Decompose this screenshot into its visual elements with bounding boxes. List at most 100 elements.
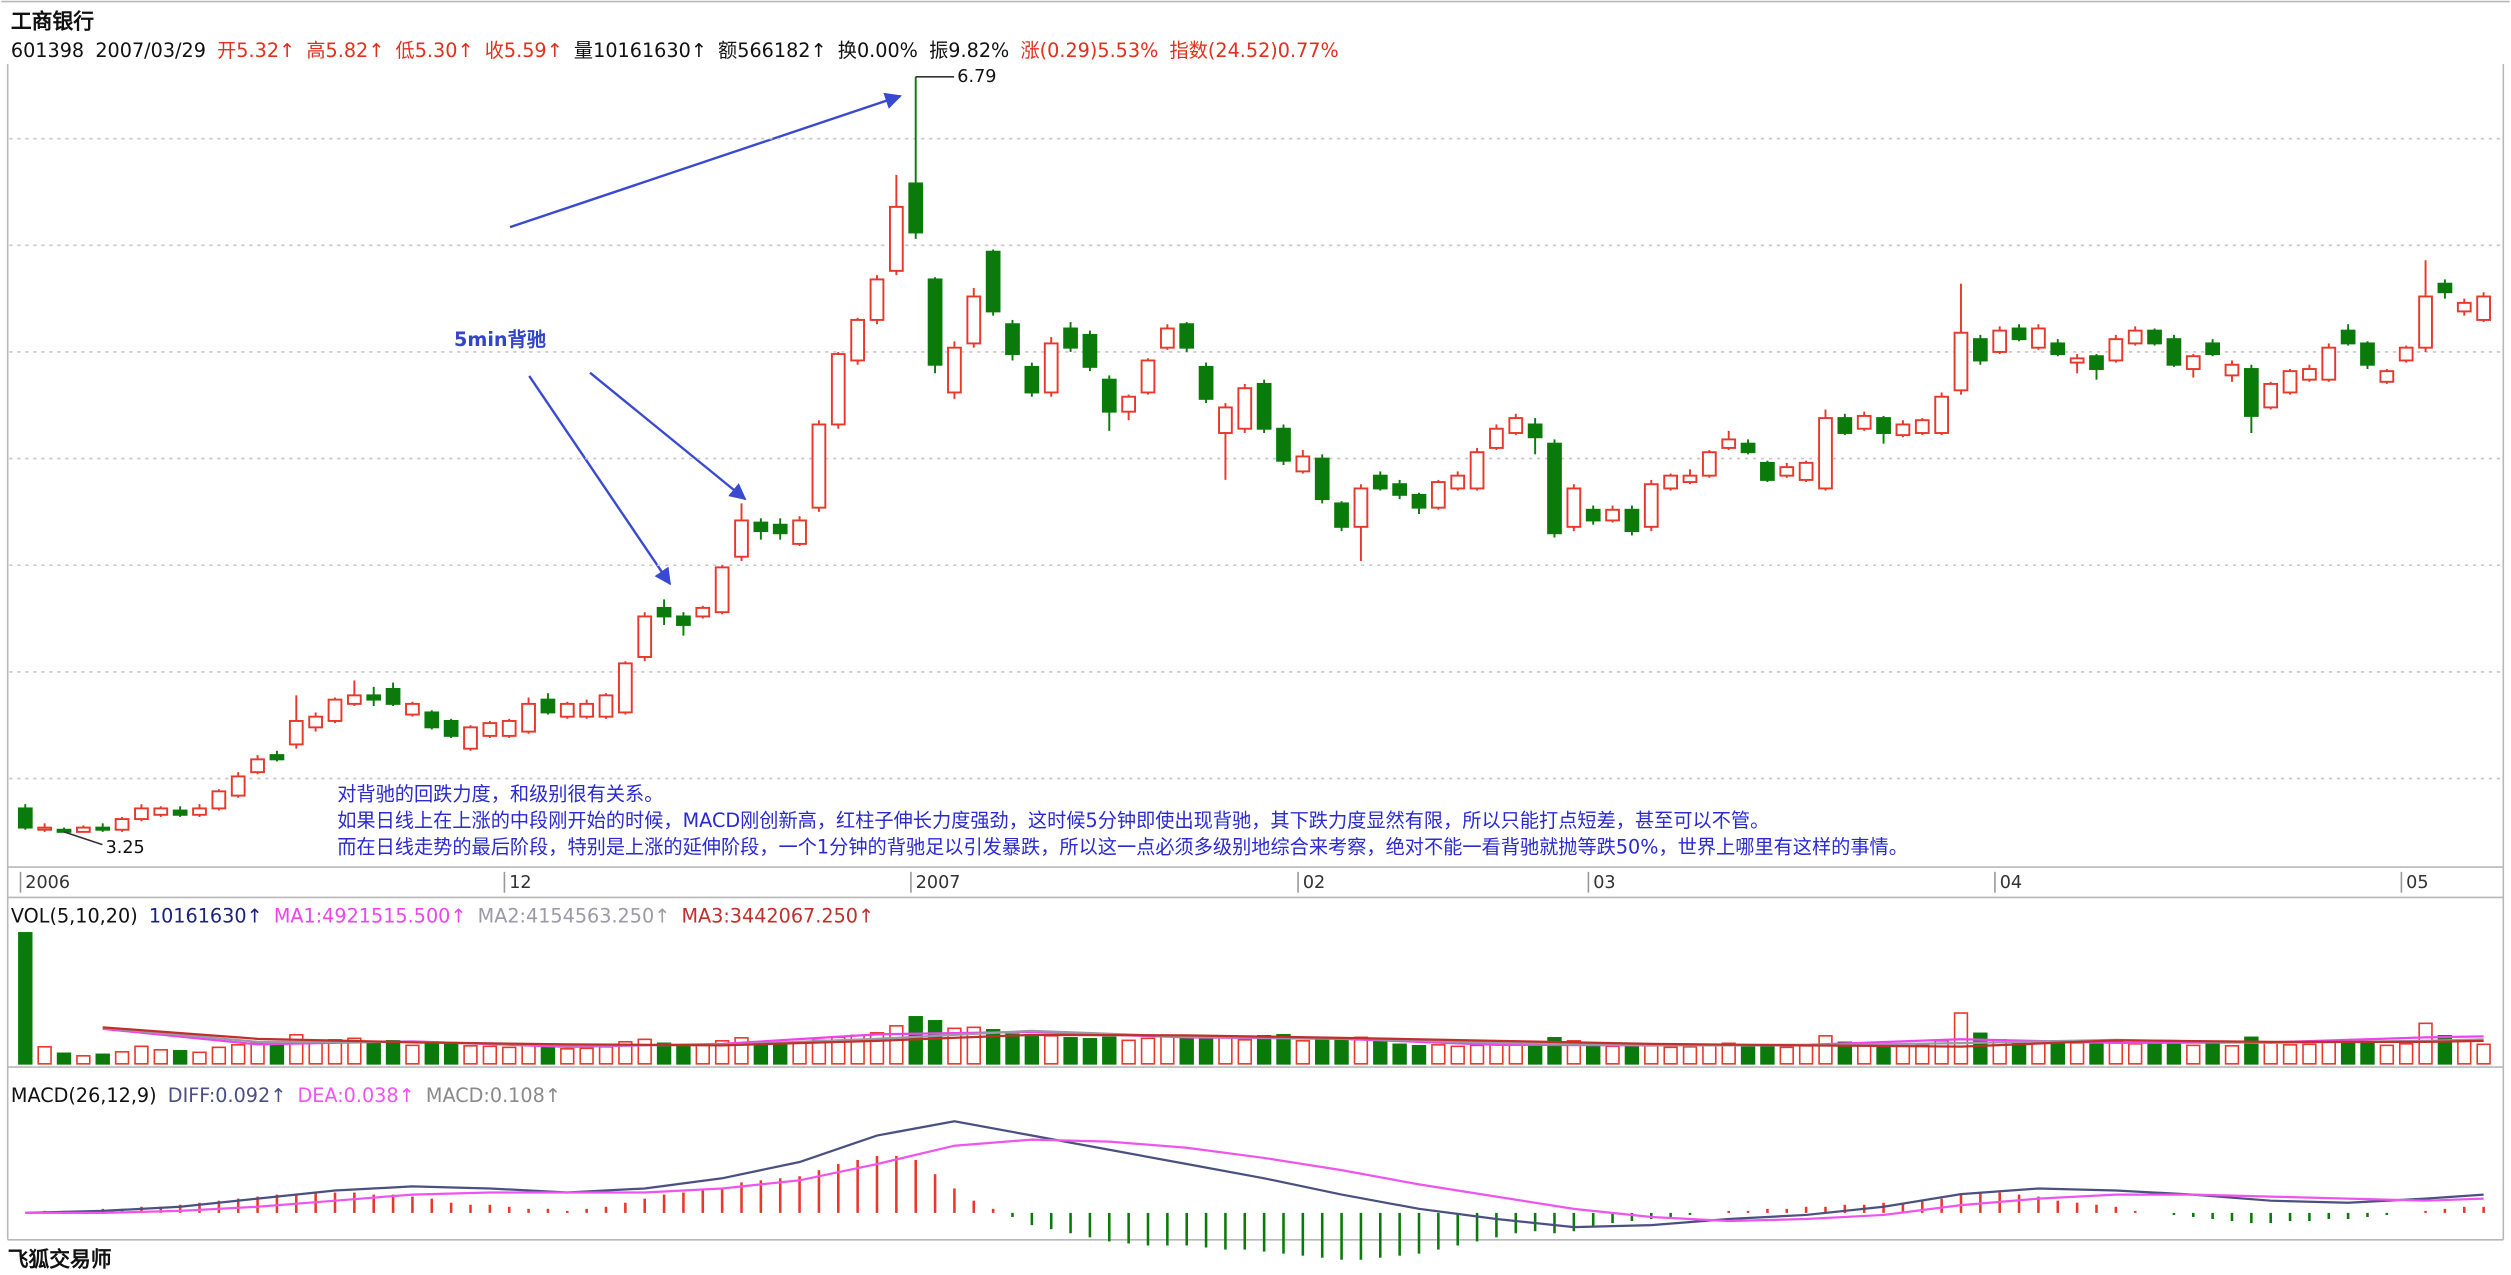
- x-tick-label: 04: [2000, 873, 2022, 893]
- volume-bar: [1315, 1037, 1330, 1065]
- candle-body: [1218, 406, 1233, 434]
- volume-bar: [2186, 1044, 2201, 1065]
- volume-bar: [308, 1041, 323, 1065]
- candle-body: [1547, 442, 1562, 535]
- volume-bar: [231, 1044, 246, 1065]
- volume-bar: [1392, 1043, 1407, 1065]
- candle-body: [2476, 295, 2491, 321]
- candle-body: [850, 318, 866, 362]
- volume-bar: [1973, 1032, 1988, 1065]
- volume-bar: [2321, 1040, 2336, 1065]
- header-item: MACD:0.108↑: [426, 1083, 561, 1106]
- candle-body: [2089, 355, 2104, 370]
- volume-bar: [1295, 1040, 1311, 1065]
- candle-body: [2340, 329, 2356, 345]
- candle-body: [966, 295, 982, 345]
- header-item: 换0.00%: [838, 39, 918, 62]
- candle-body: [1392, 483, 1407, 496]
- candle-body: [1063, 327, 1078, 349]
- candle-body: [1643, 483, 1659, 528]
- arrow: [589, 371, 747, 501]
- volume-bar: [1760, 1045, 1775, 1065]
- candle-body: [192, 807, 207, 816]
- volume-bar: [811, 1039, 827, 1065]
- candle-body: [2263, 382, 2279, 409]
- candle-body: [366, 694, 382, 701]
- candle-body: [521, 702, 536, 733]
- volume-bar: [482, 1045, 498, 1065]
- candle-body: [2437, 282, 2453, 294]
- x-tick-label: 05: [2406, 873, 2428, 893]
- header-item: DEA:0.038↑: [298, 1083, 415, 1106]
- candle-body: [1256, 382, 1272, 430]
- candle-body: [734, 519, 749, 558]
- header-item: DIFF:0.092↑: [168, 1083, 287, 1106]
- candle-body: [1914, 419, 1930, 434]
- candle-body: [2321, 346, 2337, 381]
- candle-body: [230, 775, 246, 797]
- note: 5min背驰: [454, 328, 546, 351]
- header-item: MA1:4921515.500↑: [274, 904, 467, 927]
- candle-body: [463, 726, 478, 750]
- volume-bar: [1527, 1043, 1543, 1065]
- candle-body: [1585, 508, 1601, 522]
- header-item: 低5.30↑: [396, 39, 474, 62]
- volume-bar: [424, 1042, 439, 1065]
- candle-body: [482, 722, 498, 737]
- candle-body: [269, 754, 285, 761]
- candle-body: [1372, 474, 1388, 490]
- candle-body: [1992, 329, 2008, 353]
- candle-body: [443, 719, 459, 737]
- candle-body: [1953, 331, 1969, 392]
- candle-body: [288, 719, 304, 746]
- candle-body: [540, 698, 556, 714]
- volume-bar: [1063, 1037, 1078, 1065]
- volume-bar: [773, 1043, 788, 1065]
- volume-bar: [405, 1044, 420, 1065]
- volume-bar: [618, 1041, 633, 1065]
- volume-bar: [1276, 1034, 1291, 1065]
- volume-bar: [1179, 1038, 1194, 1065]
- candle-body: [2031, 327, 2046, 349]
- candle-body: [1798, 461, 1814, 481]
- volume-bar: [1353, 1036, 1369, 1065]
- candle-body: [1721, 438, 1737, 449]
- volume-bar: [1198, 1037, 1214, 1065]
- candle-body: [405, 702, 420, 716]
- volume-bar: [1334, 1039, 1349, 1065]
- volume-bar: [1682, 1046, 1698, 1065]
- header-item: 量10161630↑: [574, 39, 707, 62]
- candle-body: [714, 566, 730, 614]
- candle-body: [811, 423, 827, 509]
- header-item: 2007/03/29: [95, 39, 206, 62]
- arrow: [528, 375, 671, 586]
- candle-body: [1159, 327, 1175, 349]
- header-row: 601398 2007/03/29 开5.32↑ 高5.82↑ 低5.30↑ 收5.59↑…: [11, 39, 1339, 62]
- candle-body: [1895, 423, 1911, 437]
- candle-body: [347, 694, 362, 705]
- volume-bar: [134, 1045, 149, 1065]
- candle-body: [1740, 442, 1756, 454]
- candle-body: [1818, 417, 1833, 490]
- candle-body: [327, 698, 343, 722]
- volume-bar: [443, 1043, 459, 1065]
- candle-body: [76, 826, 91, 833]
- candle-body: [2243, 368, 2259, 417]
- header-item: MA3:3442067.250↑: [681, 904, 874, 927]
- candle-body: [2108, 338, 2124, 362]
- volume-bar: [1624, 1044, 1640, 1065]
- volume-bar: [1450, 1045, 1465, 1065]
- volume-bar: [792, 1042, 807, 1065]
- volume-bar: [2302, 1043, 2317, 1065]
- volume-bar: [250, 1042, 265, 1065]
- volume-bar: [579, 1047, 594, 1065]
- candle-body: [134, 807, 149, 821]
- arrow: [509, 92, 902, 229]
- volume-bar: [889, 1025, 904, 1065]
- volume-bar: [2399, 1043, 2414, 1065]
- x-tick-label: 12: [509, 873, 531, 893]
- x-tick-label: 03: [1593, 873, 1615, 893]
- volume-bar: [2128, 1043, 2143, 1065]
- header-item: 高5.82↑: [306, 39, 384, 62]
- candle-body: [1353, 487, 1369, 528]
